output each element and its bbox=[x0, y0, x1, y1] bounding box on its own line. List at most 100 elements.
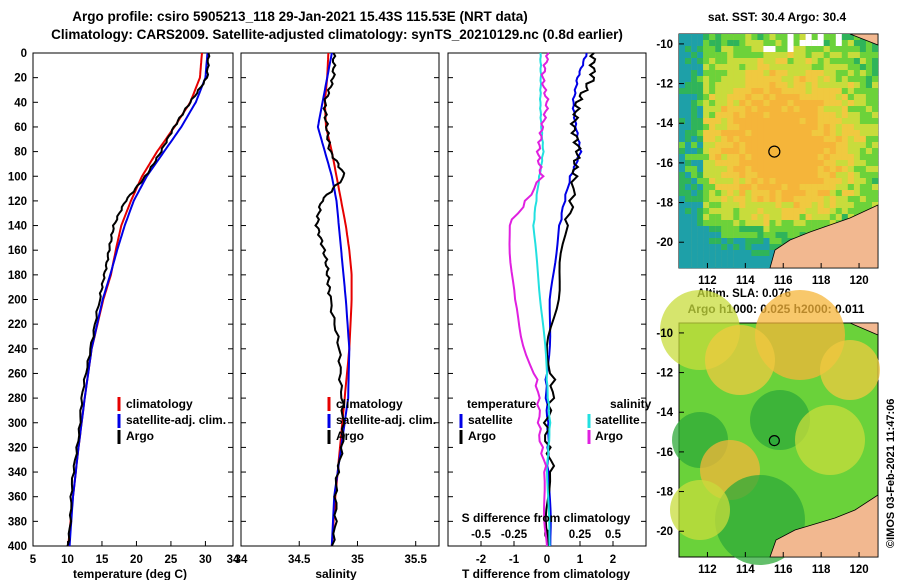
sst-pixel bbox=[817, 58, 824, 65]
sst-pixel bbox=[787, 40, 794, 47]
sst-pixel bbox=[847, 64, 854, 71]
sst-pixel bbox=[715, 208, 722, 215]
sst-pixel bbox=[739, 58, 746, 65]
sst-pixel bbox=[823, 196, 830, 203]
sst-pixel bbox=[823, 124, 830, 131]
sst-pixel bbox=[829, 214, 836, 221]
sst-pixel bbox=[829, 106, 836, 113]
sst-pixel bbox=[685, 178, 692, 185]
sst-pixel bbox=[721, 232, 728, 239]
sst-pixel bbox=[847, 166, 854, 173]
sst-pixel bbox=[811, 142, 818, 149]
sst-pixel bbox=[745, 160, 752, 167]
sst-pixel bbox=[841, 70, 848, 77]
sst-pixel bbox=[847, 34, 854, 41]
sst-pixel bbox=[787, 154, 794, 161]
sst-pixel bbox=[853, 94, 861, 101]
lat-tick-label: -16 bbox=[656, 158, 673, 170]
legend-t-satellite: satellite bbox=[468, 413, 513, 427]
sst-pixel bbox=[709, 244, 716, 251]
sst-pixel bbox=[733, 184, 740, 191]
sst-pixel bbox=[739, 52, 746, 59]
sst-pixel bbox=[811, 40, 818, 47]
sst-pixel bbox=[745, 34, 752, 41]
sst-pixel bbox=[775, 76, 782, 83]
sst-pixel bbox=[799, 226, 806, 233]
sst-pixel bbox=[721, 262, 728, 269]
coastline-land bbox=[849, 33, 879, 46]
sst-pixel bbox=[703, 244, 710, 251]
argo-position-marker bbox=[768, 145, 781, 158]
sst-pixel bbox=[829, 154, 836, 161]
sst-pixel bbox=[805, 70, 812, 77]
sst-pixel bbox=[787, 64, 794, 71]
sst-pixel bbox=[847, 160, 854, 167]
sst-pixel bbox=[733, 70, 740, 77]
sst-pixel bbox=[865, 88, 873, 95]
sst-pixel bbox=[751, 190, 758, 197]
sst-pixel bbox=[811, 70, 818, 77]
sst-pixel bbox=[811, 46, 818, 53]
sst-pixel bbox=[865, 46, 873, 53]
sst-pixel bbox=[745, 76, 752, 83]
sst-pixel bbox=[841, 46, 848, 53]
sst-pixel bbox=[679, 34, 686, 41]
sst-pixel bbox=[835, 202, 842, 209]
sst-pixel bbox=[721, 52, 728, 59]
sst-pixel bbox=[727, 262, 734, 269]
sst-pixel bbox=[805, 40, 812, 47]
sst-pixel bbox=[715, 76, 722, 83]
depth-tick-label: 140 bbox=[8, 221, 27, 233]
sst-pixel bbox=[835, 142, 842, 149]
sst-pixel bbox=[727, 220, 734, 227]
sst-pixel bbox=[853, 118, 861, 125]
sst-pixel bbox=[697, 88, 704, 95]
sst-pixel bbox=[793, 112, 800, 119]
sst-pixel bbox=[775, 238, 782, 245]
sst-pixel bbox=[865, 100, 873, 107]
sst-pixel bbox=[763, 184, 770, 191]
sst-pixel bbox=[703, 220, 710, 227]
sst-pixel bbox=[847, 46, 854, 53]
sst-pixel bbox=[679, 184, 686, 191]
sst-pixel bbox=[787, 142, 794, 149]
sst-pixel bbox=[775, 88, 782, 95]
sst-pixel bbox=[733, 190, 740, 197]
sst-pixel bbox=[757, 262, 764, 269]
sst-pixel bbox=[721, 34, 728, 41]
sst-pixel bbox=[817, 52, 824, 59]
sst-pixel bbox=[757, 130, 764, 137]
sst-pixel bbox=[769, 118, 776, 125]
sst-pixel bbox=[841, 172, 848, 179]
sst-pixel bbox=[805, 196, 812, 203]
sst-pixel bbox=[787, 82, 794, 89]
sst-pixel bbox=[739, 40, 746, 47]
sst-pixel bbox=[817, 190, 824, 197]
sst-pixel bbox=[847, 58, 854, 65]
sst-pixel bbox=[763, 46, 770, 53]
sst-pixel bbox=[823, 130, 830, 137]
depth-tick-label: 400 bbox=[8, 541, 27, 553]
sst-pixel bbox=[691, 256, 698, 263]
sst-pixel bbox=[733, 256, 740, 263]
sst-pixel bbox=[775, 208, 782, 215]
sst-pixel bbox=[787, 160, 794, 167]
sst-pixel bbox=[739, 94, 746, 101]
legend-s-argo: Argo bbox=[595, 429, 623, 443]
sst-pixel bbox=[829, 70, 836, 77]
sst-pixel bbox=[835, 166, 842, 173]
sst-pixel bbox=[721, 172, 728, 179]
sst-pixel bbox=[817, 196, 824, 203]
sst-pixel bbox=[841, 184, 848, 191]
sst-pixel bbox=[745, 100, 752, 107]
sst-pixel bbox=[799, 118, 806, 125]
sst-pixel bbox=[859, 46, 867, 53]
sst-pixel bbox=[769, 130, 776, 137]
sst-pixel bbox=[829, 208, 836, 215]
sst-pixel bbox=[829, 118, 836, 125]
sst-pixel bbox=[775, 118, 782, 125]
sst-pixel bbox=[733, 172, 740, 179]
sst-pixel bbox=[763, 244, 770, 251]
sst-pixel bbox=[775, 34, 782, 41]
sst-pixel bbox=[739, 184, 746, 191]
